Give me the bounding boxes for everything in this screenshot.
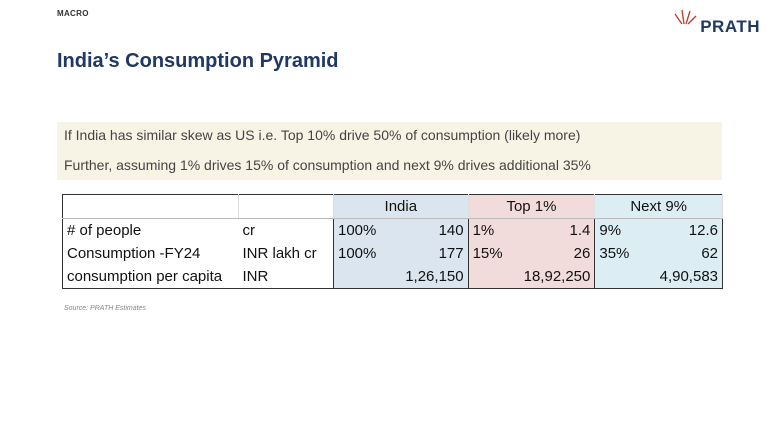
cell: INR [238, 265, 334, 289]
logo: PRATH [670, 6, 760, 36]
group-header: Next 9% [594, 194, 723, 219]
logo-rays [674, 9, 697, 25]
cell: 1,26,150 [333, 265, 469, 289]
row: Consumption -FY24 INR lakh cr 100% 177 1… [63, 242, 723, 265]
cell: Consumption -FY24 [67, 245, 201, 262]
data-table: India Top 1% Next 9% # of people cr 100%… [62, 194, 723, 289]
note: Further, assuming 1% drives 15% of consu… [64, 157, 591, 173]
cell: 1% [467, 218, 541, 242]
row: # of people cr 100% 140 1% 1.4 9% 12.6 [63, 218, 723, 242]
note: If India has similar skew as US i.e. Top… [64, 127, 581, 143]
cell: 100% [332, 218, 412, 242]
cell: 1.4 [540, 218, 595, 242]
cell: 100% [332, 242, 412, 265]
cell: 35% [594, 242, 660, 265]
cell: 26 [540, 242, 595, 265]
group-header: Top 1% [467, 194, 596, 219]
cell: 9% [594, 218, 660, 242]
section-label: MACRO [57, 9, 89, 18]
cell: 12.6 [659, 218, 723, 242]
group-header: India [333, 194, 469, 219]
cell: INR lakh cr [242, 245, 317, 262]
cell: cr [242, 222, 256, 239]
cell: 4,90,583 [594, 265, 723, 289]
cell: 140 [411, 218, 469, 242]
title: India’s Consumption Pyramid [57, 50, 339, 72]
cell: 15% [467, 242, 541, 265]
source-note: Source: PRATH Estimates [64, 305, 146, 312]
cell: # of people [67, 222, 142, 239]
cell: consumption per capita [62, 265, 239, 289]
cell: 62 [659, 242, 723, 265]
cell: 18,92,250 [467, 265, 595, 289]
logo-text: PRATH [700, 17, 760, 36]
row: consumption per capita INR 1,26,150 18,9… [62, 265, 723, 289]
cell: 177 [411, 242, 469, 265]
header-row: India Top 1% Next 9% [62, 194, 723, 219]
notes-box: If India has similar skew as US i.e. Top… [57, 122, 722, 180]
